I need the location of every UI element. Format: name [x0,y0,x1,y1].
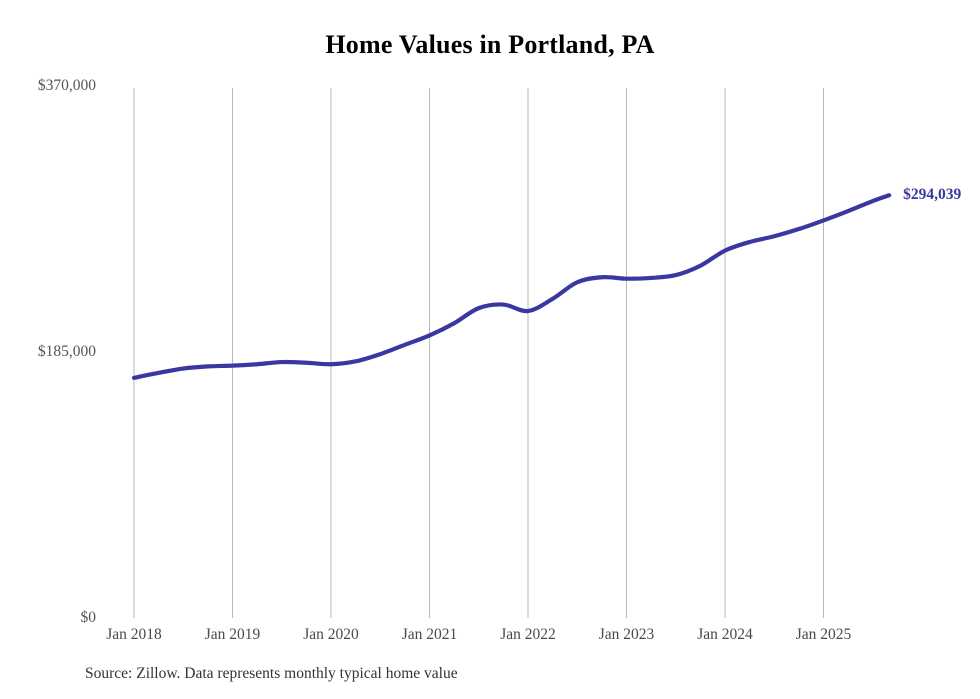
gridlines-group [133,88,824,618]
source-note: Source: Zillow. Data represents monthly … [85,665,458,682]
x-tick-label-jan-2020: Jan 2020 [303,626,359,643]
x-tick-label-jan-2024: Jan 2024 [697,626,753,643]
x-tick-label-jan-2025: Jan 2025 [795,626,852,643]
home-value-line [131,193,892,380]
y-tick-label: $185,000 [37,343,96,360]
x-tick-label-jan-2019: Jan 2019 [204,626,261,643]
y-tick-label: $370,000 [37,77,96,94]
series-group [131,193,892,380]
x-tick-label-jan-2023: Jan 2023 [598,626,655,643]
x-tick-label-jan-2021: Jan 2021 [401,626,458,643]
x-tick-label-jan-2022: Jan 2022 [500,626,556,643]
y-tick-185000: $185,000 [0,343,96,361]
y-tick-0: $0 [0,609,97,627]
x-tick-label-jan-2018: Jan 2018 [106,626,162,643]
y-tick-label: $0 [80,609,97,626]
chart-title: Home Values in Portland, PA [325,30,655,59]
y-tick-370000: $370,000 [0,77,96,95]
end-point-value-label: $294,039 [903,186,962,204]
